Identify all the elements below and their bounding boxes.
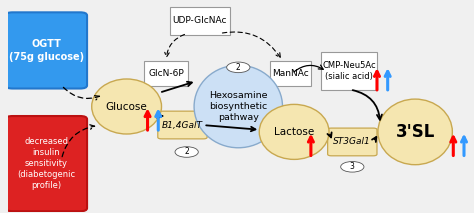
Text: UDP-GlcNAc: UDP-GlcNAc (173, 16, 227, 25)
FancyBboxPatch shape (158, 111, 207, 139)
Text: GlcN-6P: GlcN-6P (148, 69, 184, 78)
Text: decreased
insulin
sensitivity
(diabetogenic
profile): decreased insulin sensitivity (diabetoge… (17, 137, 75, 190)
Circle shape (175, 147, 198, 157)
Text: OGTT
(75g glucose): OGTT (75g glucose) (9, 39, 84, 62)
FancyBboxPatch shape (321, 52, 376, 90)
Circle shape (341, 161, 364, 172)
Text: Glucose: Glucose (106, 102, 147, 111)
Text: B1,4GalT: B1,4GalT (162, 121, 203, 130)
Text: Lactose: Lactose (274, 127, 314, 137)
FancyBboxPatch shape (170, 7, 230, 35)
Text: ST3Gal1: ST3Gal1 (333, 137, 371, 147)
Text: 3'SL: 3'SL (395, 123, 435, 141)
FancyBboxPatch shape (6, 116, 87, 211)
FancyBboxPatch shape (144, 60, 188, 86)
Circle shape (227, 62, 250, 73)
Text: Hexosamine
biosynthetic
pathway: Hexosamine biosynthetic pathway (209, 91, 267, 122)
Ellipse shape (91, 79, 162, 134)
Ellipse shape (378, 99, 452, 165)
Text: ManNAc: ManNAc (272, 69, 309, 78)
Ellipse shape (194, 65, 283, 148)
FancyBboxPatch shape (270, 60, 311, 86)
Text: CMP-Neu5Ac
(sialic acid): CMP-Neu5Ac (sialic acid) (322, 61, 375, 81)
Text: 2: 2 (236, 63, 241, 72)
FancyBboxPatch shape (6, 12, 87, 89)
FancyBboxPatch shape (328, 128, 377, 156)
Text: 2: 2 (184, 147, 189, 157)
Ellipse shape (259, 104, 329, 159)
Text: 3: 3 (350, 162, 355, 171)
